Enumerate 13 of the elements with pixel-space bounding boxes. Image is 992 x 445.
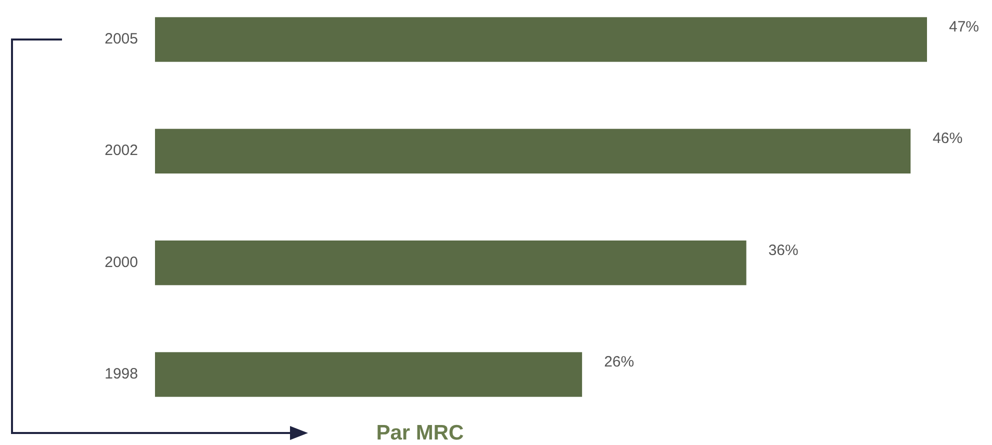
bar: [155, 17, 927, 62]
data-label: 47%: [949, 18, 980, 36]
bar: [155, 128, 911, 174]
data-label: 26%: [604, 353, 634, 370]
bar: [155, 240, 746, 286]
data-label: 46%: [932, 130, 963, 148]
y-tick-label: 2002: [104, 142, 138, 160]
y-tick-label: 2005: [104, 30, 138, 48]
x-axis-title: Par MRC: [376, 422, 464, 445]
data-label: 36%: [768, 242, 798, 259]
bar: [155, 352, 582, 397]
y-tick-label: 2000: [104, 254, 138, 271]
y-tick-label: 1998: [104, 365, 138, 382]
